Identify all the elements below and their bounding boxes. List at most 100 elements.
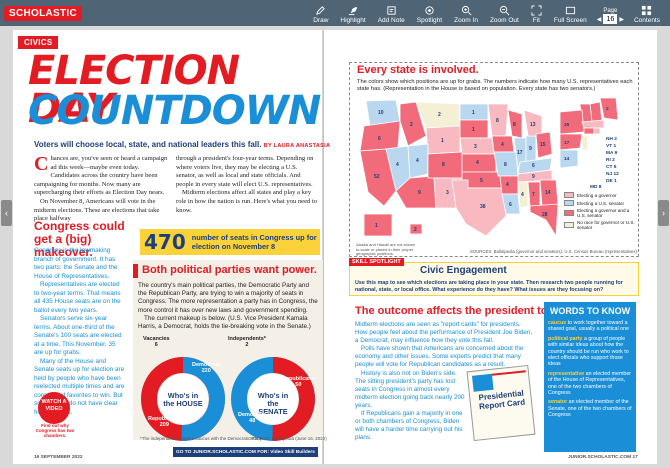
glossary-item: political party a group of people with s… bbox=[548, 335, 629, 368]
map-number-co: 8 bbox=[442, 162, 445, 168]
map-number-wi: 8 bbox=[513, 122, 516, 128]
outcome-paragraph-4: If Republicans gain a majority in one or… bbox=[355, 410, 463, 442]
full-screen-button[interactable]: Full Screen bbox=[548, 0, 593, 26]
contents-label: Contents bbox=[633, 17, 660, 24]
map-state-fl bbox=[529, 203, 559, 238]
northeast-map-inset: 2 NH 2 VT 1 MA 9 RI 2 CT 5 NJ 12 DE 1 26… bbox=[560, 97, 619, 190]
map-number-ny: 26 bbox=[564, 122, 570, 128]
glossary-item: representative an elected member of the … bbox=[548, 370, 632, 397]
map-number-oh: 15 bbox=[540, 142, 546, 148]
parties-subhead: Both political parties want power. bbox=[142, 264, 317, 276]
legend-item-both: Electing a governor and a U.S. senator bbox=[564, 208, 636, 218]
legend-swatch-governor bbox=[564, 192, 574, 198]
congress-paragraph-2: Representatives are elected to two-year … bbox=[34, 281, 121, 314]
map-number-md: MD 8 bbox=[590, 184, 602, 190]
map-number-mo: 8 bbox=[504, 162, 507, 168]
watch-video-badge[interactable]: WATCH A VIDEO bbox=[38, 392, 70, 424]
page-spine bbox=[322, 30, 324, 464]
headline-line-1: ELECTION DAY bbox=[28, 48, 240, 132]
fit-label: Fit bbox=[532, 17, 540, 24]
map-state-oh bbox=[535, 131, 553, 159]
senate-democrats-label: Democrats 48 bbox=[238, 412, 267, 424]
map-number-nm: 3 bbox=[446, 190, 449, 196]
parties-paragraph-1: The country's main political parties, th… bbox=[138, 282, 318, 314]
map-state-ar bbox=[499, 175, 519, 195]
spotlight-button[interactable]: Spotlight bbox=[411, 0, 448, 26]
house-democrat-arc bbox=[141, 357, 225, 441]
fit-button[interactable]: Fit bbox=[525, 0, 548, 26]
map-state-co bbox=[427, 151, 463, 179]
map-number-nv: 4 bbox=[396, 162, 399, 168]
stat-text: number of seats in Congress up for elect… bbox=[191, 233, 317, 251]
map-state-tx bbox=[451, 179, 507, 237]
legend-item-none: No race for governor or U.S. senator bbox=[564, 220, 636, 230]
senate-donut-chart bbox=[231, 357, 315, 441]
map-state-ct bbox=[583, 127, 595, 135]
map-number-ar: 4 bbox=[506, 182, 509, 188]
stat-number: 470 bbox=[144, 230, 186, 254]
house-donut-hole bbox=[158, 374, 208, 424]
map-number-nc: 14 bbox=[564, 156, 570, 162]
next-spread-arrow[interactable]: › bbox=[658, 200, 669, 226]
map-state-me bbox=[599, 97, 619, 121]
map-number-hi: 2 bbox=[414, 227, 417, 233]
skill-spotlight-text: Use this map to see which elections are … bbox=[355, 280, 623, 293]
party-footnote: *The independent senators caucus with th… bbox=[140, 436, 263, 441]
toolbar-tools: Draw Highlight Add Note Spotlight Zoom I… bbox=[307, 0, 666, 26]
map-number-nh: NH 2 bbox=[606, 136, 617, 142]
map-state-ca bbox=[359, 148, 397, 207]
house-center-label: Who's in the HOUSE bbox=[163, 391, 203, 408]
congress-subhead: Congress could get a (big) makeover. bbox=[34, 219, 125, 259]
legend-swatch-both bbox=[564, 210, 574, 216]
glossary-item: caucus to work together toward a shared … bbox=[548, 320, 629, 333]
map-state-ks bbox=[461, 153, 497, 173]
draw-label: Draw bbox=[313, 17, 329, 24]
senate-republican-arc bbox=[231, 357, 315, 441]
map-number-ut: 4 bbox=[416, 158, 419, 164]
zoom-out-button[interactable]: Zoom Out bbox=[484, 0, 525, 26]
parties-accent-bar bbox=[133, 264, 138, 278]
map-number-ri: RI 2 bbox=[606, 157, 615, 163]
skill-spotlight-title: Civic Engagement bbox=[420, 265, 507, 276]
senate-republicans-label: Republicans 50 bbox=[282, 376, 315, 388]
contents-grid-icon bbox=[642, 5, 652, 16]
highlight-button[interactable]: Highlight bbox=[334, 0, 371, 26]
map-number-ky: 6 bbox=[532, 163, 535, 169]
page-label: Page bbox=[603, 8, 618, 14]
zoom-out-label: Zoom Out bbox=[489, 17, 519, 24]
zoom-in-button[interactable]: Zoom In bbox=[448, 0, 484, 26]
website-promo-bar[interactable]: GO TO JUNIOR.SCHOLASTIC.COM FOR: Video S… bbox=[173, 447, 318, 457]
spotlight-icon bbox=[425, 6, 434, 15]
map-number-az: 9 bbox=[418, 190, 421, 196]
legend-swatch-senator bbox=[564, 200, 574, 206]
full-screen-label: Full Screen bbox=[553, 17, 587, 24]
map-number-or: 6 bbox=[378, 136, 381, 142]
highlight-label: Highlight bbox=[340, 17, 366, 24]
map-source: SOURCES: Ballotpedia (governor and senat… bbox=[470, 249, 637, 254]
contents-button[interactable]: Contents bbox=[628, 0, 666, 26]
article-dek: Voters will choose local, state, and nat… bbox=[34, 140, 330, 149]
map-state-nc bbox=[560, 149, 579, 169]
map-number-vt: VT 1 bbox=[606, 143, 616, 149]
map-state-ri bbox=[593, 127, 601, 135]
page-number-input[interactable] bbox=[603, 14, 618, 24]
prev-page-arrow-icon[interactable]: ◀ bbox=[596, 16, 602, 23]
right-folio: JUNIOR.SCHOLASTIC.COM 17 bbox=[568, 455, 638, 460]
card-stripe bbox=[491, 370, 526, 376]
add-note-button[interactable]: Add Note bbox=[372, 0, 411, 26]
map-number-mn: 8 bbox=[496, 118, 499, 124]
map-number-il: 17 bbox=[517, 150, 523, 156]
skill-spotlight-box bbox=[349, 262, 639, 296]
map-number-ma: MA 9 bbox=[606, 150, 618, 156]
map-number-sd: 1 bbox=[472, 127, 475, 133]
draw-button[interactable]: Draw bbox=[307, 0, 334, 26]
map-state-id bbox=[399, 101, 427, 147]
map-number-pa: 17 bbox=[564, 140, 570, 146]
map-number-ia: 4 bbox=[501, 142, 504, 148]
previous-spread-arrow[interactable]: ‹ bbox=[1, 200, 12, 226]
independents-label: Independents* 2 bbox=[228, 336, 266, 348]
map-state-ne bbox=[459, 137, 495, 155]
scholastic-logo: SCHOLASTIC bbox=[4, 5, 82, 21]
next-page-arrow-icon[interactable]: ▶ bbox=[619, 16, 624, 23]
stat-callout: 470 number of seats in Congress up for e… bbox=[140, 229, 320, 255]
